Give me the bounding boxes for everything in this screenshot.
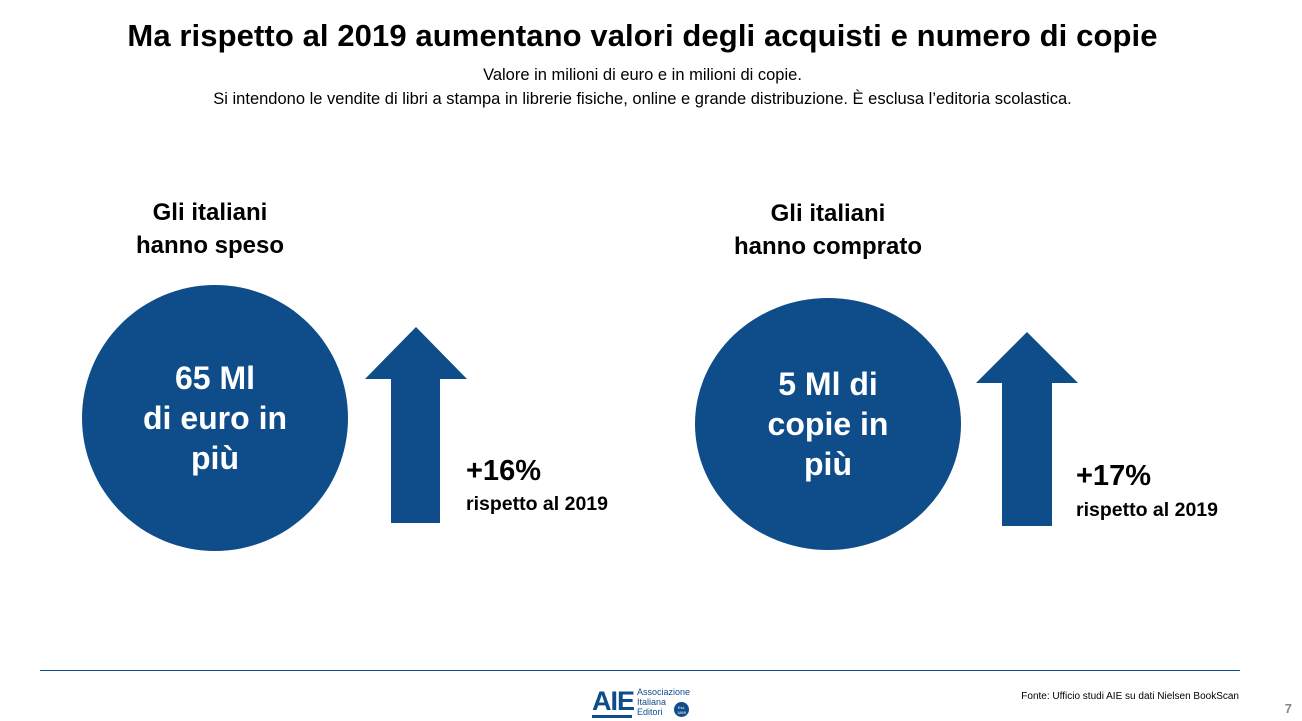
- copies-percent: +17%: [1076, 460, 1151, 492]
- spending-percent: +16%: [466, 455, 541, 487]
- spending-circle: 65 Ml di euro in più: [82, 285, 348, 551]
- copies-heading-line-1: Gli italiani: [770, 200, 886, 227]
- copies-up-arrow-icon: [976, 332, 1078, 526]
- copies-circle-text: 5 Ml di copie in più: [768, 364, 889, 484]
- spending-circle-line-2: di euro in: [143, 400, 287, 436]
- spending-up-arrow-icon: [365, 327, 467, 523]
- subtitle-line-2: Si intendono le vendite di libri a stamp…: [213, 90, 1072, 108]
- spending-circle-line-1: 65 Ml: [174, 360, 256, 396]
- spending-heading-line-1: Gli italiani: [152, 199, 268, 226]
- spending-circle-text: 65 Ml di euro in più: [143, 358, 287, 478]
- aie-logo: AIE Associazione Italiana Editori Est. 1…: [592, 686, 702, 720]
- aie-logo-line-3: Editori: [637, 707, 663, 717]
- slide-title: Ma rispetto al 2019 aumentano valori deg…: [127, 18, 1158, 53]
- spending-heading: Gli italiani hanno speso: [100, 196, 320, 262]
- source-note: Fonte: Ufficio studi AIE su dati Nielsen…: [1021, 691, 1239, 702]
- aie-logo-underline: [592, 715, 632, 718]
- subtitle-line-1: Valore in milioni di euro e in milioni d…: [483, 66, 802, 84]
- aie-logo-line-2: Italiana: [637, 697, 667, 707]
- copies-circle-line-3: più: [804, 446, 852, 482]
- copies-circle-line-2: copie in: [767, 406, 889, 442]
- aie-logo-mark: AIE: [592, 686, 635, 716]
- copies-comparison: rispetto al 2019: [1076, 499, 1218, 521]
- aie-logo-line-1: Associazione: [637, 687, 691, 697]
- aie-seal-text: Est. 1869: [677, 704, 686, 715]
- page-number: 7: [1284, 701, 1292, 716]
- copies-circle-line-1: 5 Ml di: [778, 366, 878, 402]
- footer-divider: [40, 670, 1240, 671]
- spending-heading-line-2: hanno speso: [135, 232, 285, 259]
- copies-heading-line-2: hanno comprato: [733, 233, 922, 260]
- copies-heading: Gli italiani hanno comprato: [708, 197, 948, 263]
- aie-logo-text: Associazione Italiana Editori: [637, 687, 690, 717]
- spending-comparison: rispetto al 2019: [466, 493, 608, 515]
- aie-seal-icon: Est. 1869: [674, 702, 689, 717]
- spending-circle-line-3: più: [191, 440, 239, 476]
- copies-circle: 5 Ml di copie in più: [695, 298, 961, 550]
